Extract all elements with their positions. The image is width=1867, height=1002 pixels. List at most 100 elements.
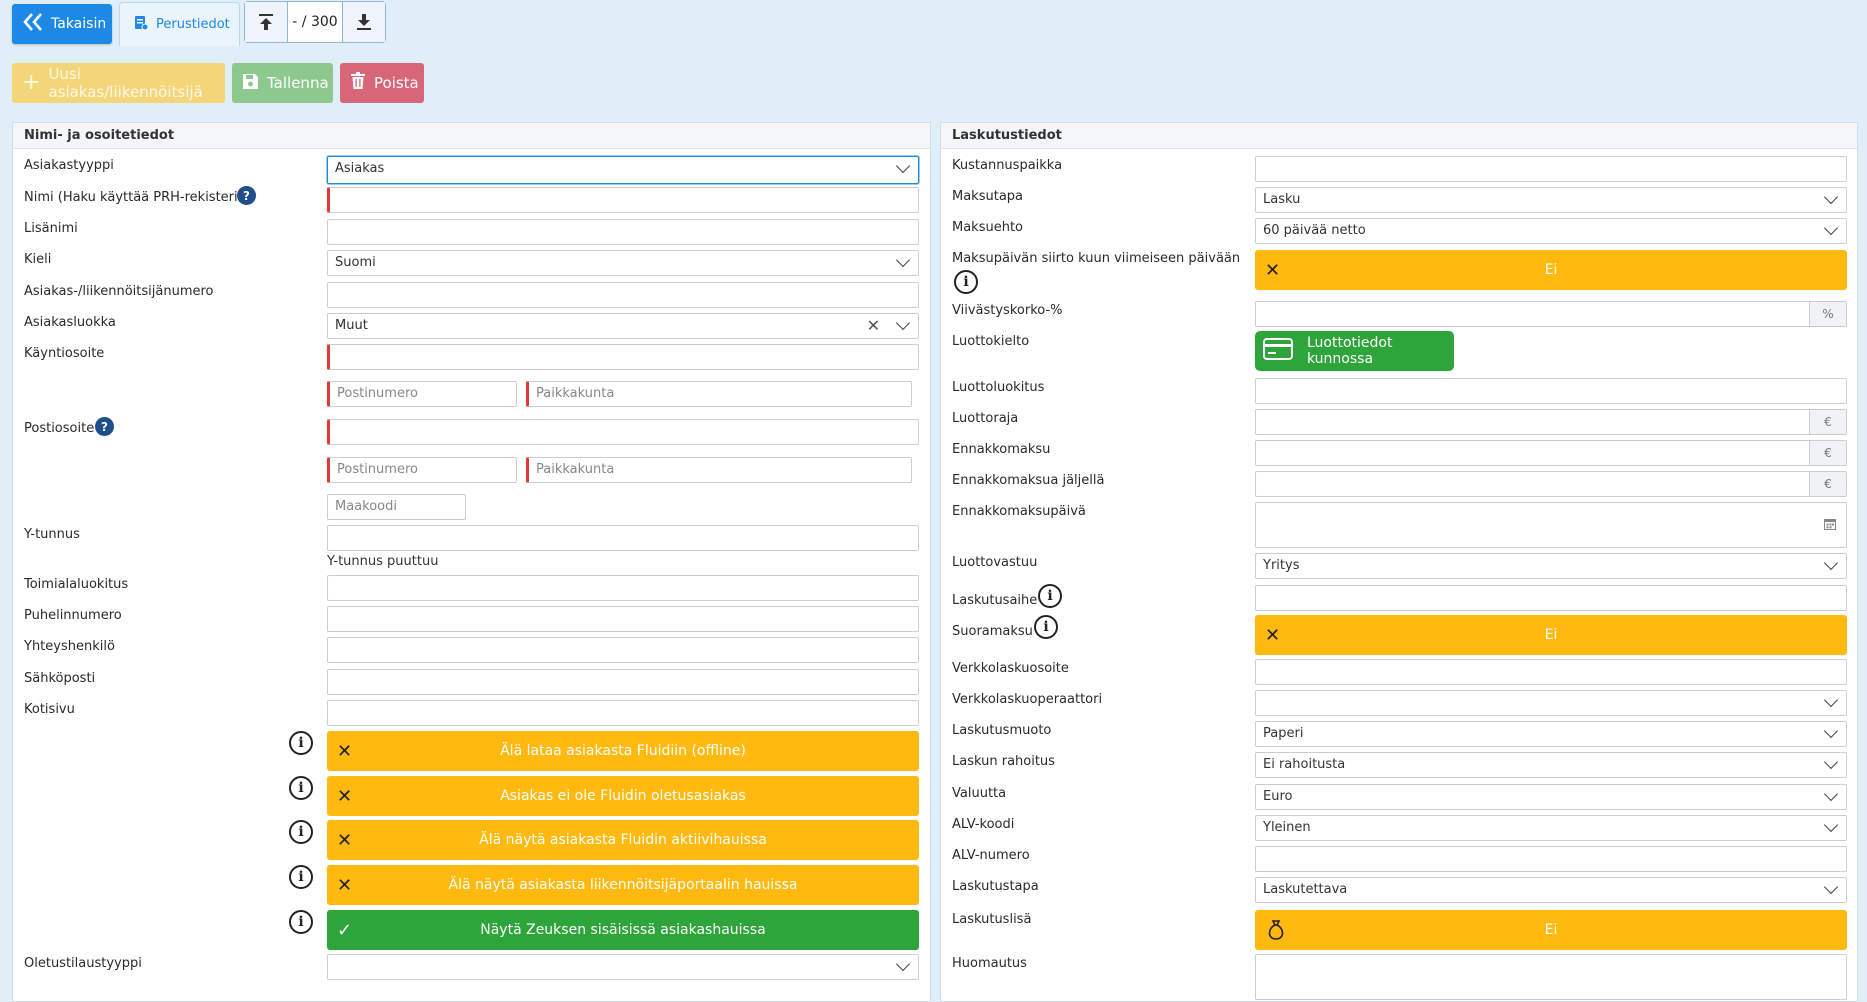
industry-label: Toimialaluokitus: [24, 577, 129, 592]
help-question-icon[interactable]: ?: [237, 186, 256, 205]
credit-responsible-label: Luottovastuu: [952, 555, 1038, 570]
invoice-format-select[interactable]: Paperi: [1255, 721, 1847, 747]
business-id-input[interactable]: [327, 525, 919, 551]
direct-payment-label: Suoramaksu: [952, 624, 1033, 639]
credit-card-icon: [1263, 338, 1293, 364]
business-id-label: Y-tunnus: [24, 527, 80, 542]
record-pager: - / 300: [244, 1, 386, 43]
credit-limit-input[interactable]: €: [1255, 409, 1847, 435]
chevron-down-icon: [1823, 692, 1839, 708]
info-icon[interactable]: i: [289, 776, 313, 800]
invoice-financing-select[interactable]: Ei rahoitusta: [1255, 752, 1847, 778]
toggle-label: Asiakas ei ole Fluidin oletusasiakas: [500, 788, 746, 804]
country-code-input[interactable]: Maakoodi: [327, 494, 466, 520]
credit-responsible-select[interactable]: Yritys: [1255, 553, 1847, 579]
visit-address-input[interactable]: [327, 344, 919, 370]
last-record-button[interactable]: [343, 2, 385, 42]
toggle-default-customer[interactable]: ✕ Asiakas ei ole Fluidin oletusasiakas: [327, 776, 919, 816]
payment-method-label: Maksutapa: [952, 189, 1024, 204]
chevron-down-icon: [1823, 754, 1839, 770]
postal-address-label: Postiosoite: [24, 421, 95, 436]
info-icon[interactable]: i: [954, 270, 978, 294]
late-interest-input[interactable]: %: [1255, 301, 1847, 327]
new-customer-button[interactable]: + Uusi asiakas/liikennöitsijä: [12, 63, 225, 103]
due-shift-toggle[interactable]: ✕ Ei: [1255, 250, 1847, 290]
invoice-extra-toggle[interactable]: Ei: [1255, 910, 1847, 950]
toggle-offline-load[interactable]: ✕ Älä lataa asiakasta Fluidiin (offline): [327, 731, 919, 771]
toggle-label: Ei: [1544, 922, 1558, 938]
customer-number-label: Asiakas-/liikennöitsijänumero: [24, 284, 214, 299]
back-button[interactable]: Takaisin: [12, 4, 112, 44]
remark-textarea[interactable]: [1255, 954, 1847, 1000]
toggle-label: Älä näytä asiakasta Fluidin aktiivihauis…: [479, 832, 767, 848]
info-icon[interactable]: i: [1034, 615, 1058, 639]
delete-label: Poista: [374, 74, 419, 92]
toggle-operator-portal-search[interactable]: ✕ Älä näytä asiakasta liikennöitsijäport…: [327, 865, 919, 905]
info-icon[interactable]: i: [289, 910, 313, 934]
direct-payment-toggle[interactable]: ✕ Ei: [1255, 615, 1847, 655]
postal-address-input[interactable]: [327, 419, 919, 445]
visit-address-label: Käyntiosoite: [24, 346, 105, 361]
info-icon[interactable]: i: [289, 865, 313, 889]
homepage-input[interactable]: [327, 700, 919, 726]
postal-postcode-input[interactable]: Postinumero: [327, 457, 517, 483]
extra-name-input[interactable]: [327, 219, 919, 245]
prepayment-left-input[interactable]: €: [1255, 471, 1847, 497]
chevron-down-icon: [895, 956, 911, 972]
invoice-subject-input[interactable]: [1255, 585, 1847, 611]
toggle-internal-search[interactable]: ✓ Näytä Zeuksen sisäisissä asiakashauiss…: [327, 910, 919, 950]
default-order-type-select[interactable]: [327, 954, 919, 980]
double-chevron-left-icon: [22, 12, 44, 36]
einvoice-operator-select[interactable]: [1255, 690, 1847, 716]
business-id-missing-note: Y-tunnus puuttuu: [327, 554, 439, 569]
postal-city-input[interactable]: Paikkakunta: [526, 457, 912, 483]
vat-code-select[interactable]: Yleinen: [1255, 815, 1847, 841]
help-question-icon[interactable]: ?: [95, 417, 114, 436]
tab-basic-info[interactable]: Perustiedot: [119, 2, 240, 46]
currency-select[interactable]: Euro: [1255, 784, 1847, 810]
customer-class-select[interactable]: Muut ✕: [327, 313, 919, 339]
info-icon[interactable]: i: [289, 820, 313, 844]
payment-method-select[interactable]: Lasku: [1255, 187, 1847, 213]
prepayment-input[interactable]: €: [1255, 440, 1847, 466]
first-record-button[interactable]: [245, 2, 287, 42]
einvoice-address-input[interactable]: [1255, 659, 1847, 685]
customer-type-select[interactable]: Asiakas: [327, 156, 919, 184]
cost-center-input[interactable]: [1255, 156, 1847, 182]
einvoice-operator-label: Verkkolaskuoperaattori: [952, 692, 1103, 707]
close-icon: ✕: [337, 785, 353, 807]
name-input[interactable]: [327, 187, 919, 213]
credit-status-button[interactable]: Luottotiedot kunnossa: [1255, 331, 1454, 371]
vat-number-input[interactable]: [1255, 846, 1847, 872]
prepayment-date-input[interactable]: [1255, 502, 1847, 548]
contact-input[interactable]: [327, 637, 919, 663]
money-bag-icon: [1265, 910, 1287, 950]
clear-icon[interactable]: ✕: [866, 316, 880, 335]
vat-code-label: ALV-koodi: [952, 817, 1015, 832]
credit-class-label: Luottoluokitus: [952, 380, 1045, 395]
visit-postcode-input[interactable]: Postinumero: [327, 381, 517, 407]
phone-input[interactable]: [327, 606, 919, 632]
plus-icon: +: [22, 70, 41, 95]
credit-class-input[interactable]: [1255, 378, 1847, 404]
new-customer-label: Uusi asiakas/liikennöitsijä: [48, 65, 203, 101]
info-icon[interactable]: i: [289, 731, 313, 755]
vat-number-label: ALV-numero: [952, 848, 1030, 863]
chevron-down-icon: [1823, 220, 1839, 236]
invoicing-method-select[interactable]: Laskutettava: [1255, 877, 1847, 903]
save-button[interactable]: Tallenna: [232, 63, 333, 103]
customer-number-input[interactable]: [327, 282, 919, 308]
currency-label: Valuutta: [952, 786, 1007, 801]
calendar-icon[interactable]: [1824, 518, 1836, 534]
prepayment-label: Ennakkomaksu: [952, 442, 1051, 457]
document-settings-icon: [134, 15, 149, 35]
language-select[interactable]: Suomi: [327, 250, 919, 276]
info-icon[interactable]: i: [1038, 584, 1062, 608]
invoicing-method-label: Laskutustapa: [952, 879, 1039, 894]
email-input[interactable]: [327, 669, 919, 695]
toggle-active-search[interactable]: ✕ Älä näytä asiakasta Fluidin aktiivihau…: [327, 820, 919, 860]
visit-city-input[interactable]: Paikkakunta: [526, 381, 912, 407]
delete-button[interactable]: Poista: [340, 63, 424, 103]
industry-input[interactable]: [327, 575, 919, 601]
payment-term-select[interactable]: 60 päivää netto: [1255, 218, 1847, 244]
